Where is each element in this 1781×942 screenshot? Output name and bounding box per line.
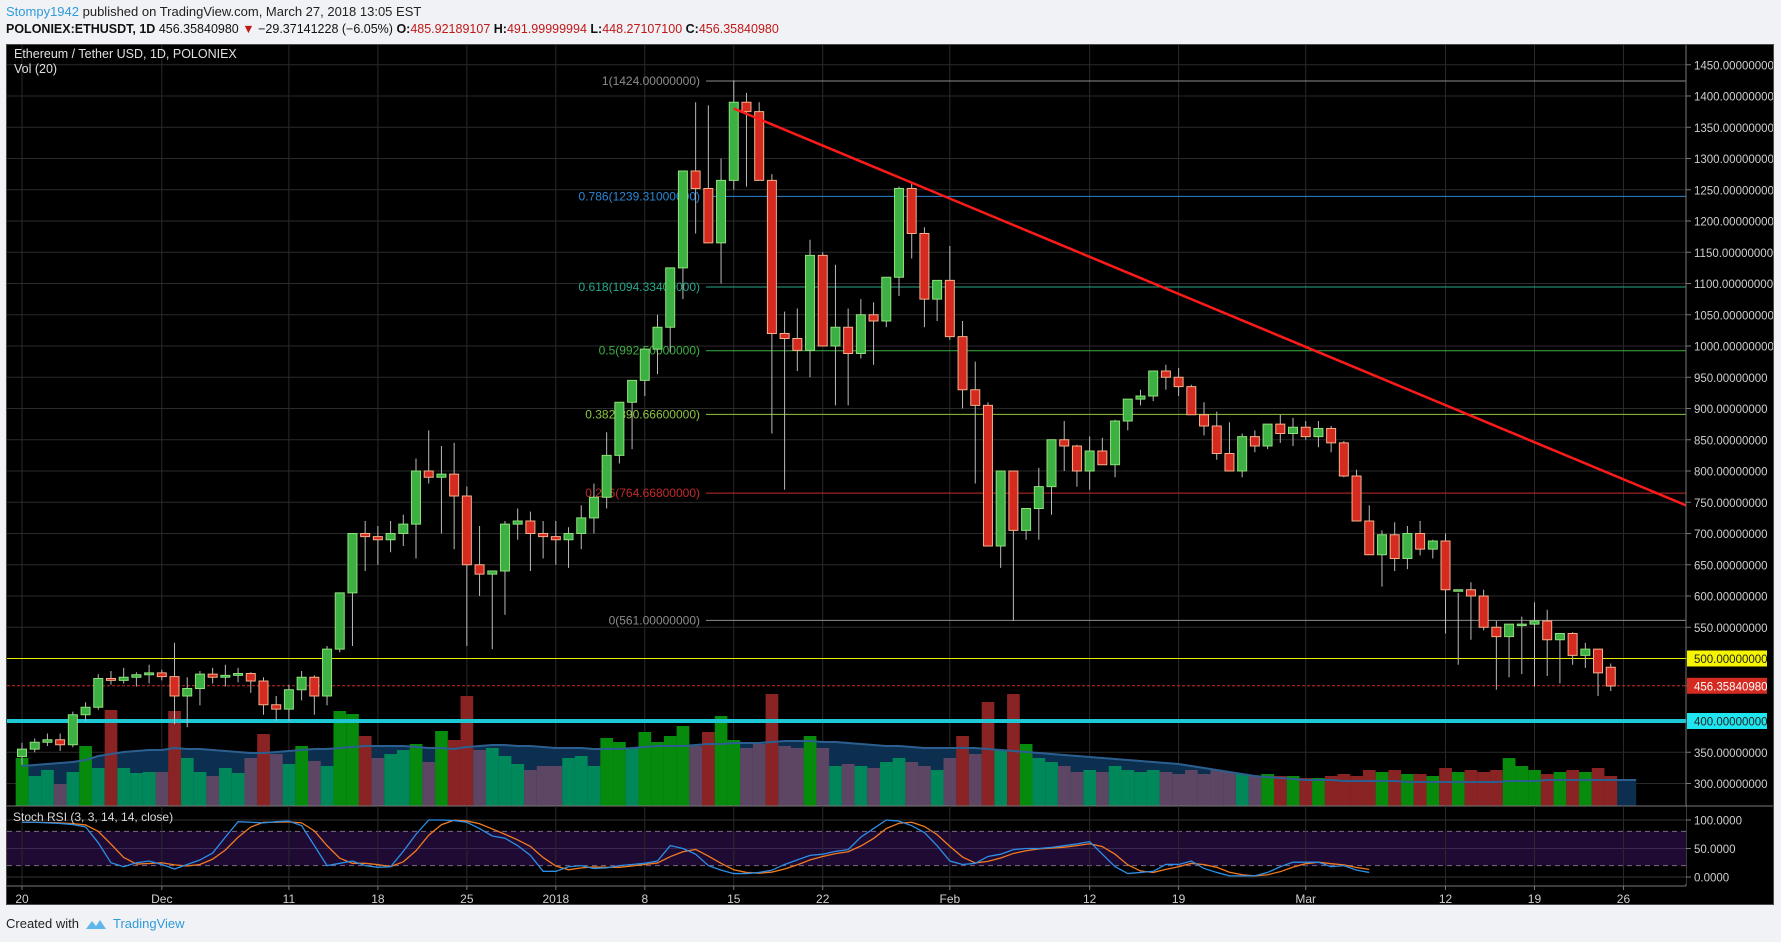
price-tick-label: 750.00000000 bbox=[1694, 498, 1768, 510]
symbol: POLONIEX:ETHUSDT, 1D bbox=[6, 22, 156, 36]
publisher-link[interactable]: Stompy1942 bbox=[6, 4, 79, 19]
tradingview-logo-icon bbox=[85, 919, 106, 929]
fib-level-label: 1(1424.00000000) bbox=[602, 74, 700, 88]
stoch-tick-label: 100.0000 bbox=[1694, 816, 1742, 828]
date-tick-label: Feb bbox=[939, 892, 960, 904]
date-tick-label: 25 bbox=[460, 892, 474, 904]
price-tick-label: 1000.00000000 bbox=[1694, 342, 1773, 354]
date-tick-label: 15 bbox=[727, 892, 741, 904]
close-value: 456.35840980 bbox=[698, 22, 779, 36]
candlesticks bbox=[17, 80, 1616, 765]
date-tick-label: 12 bbox=[1083, 892, 1097, 904]
fibonacci-retracement[interactable]: 1(1424.00000000) 0.786(1239.31000000) 0.61… bbox=[579, 74, 1686, 627]
volume-bars bbox=[15, 694, 1637, 806]
fib-level-label: 0(561.00000000) bbox=[609, 613, 700, 627]
open-value: 485.92189107 bbox=[410, 22, 491, 36]
date-tick-label: Mar bbox=[1295, 892, 1316, 904]
price-tick-label: 800.00000000 bbox=[1694, 467, 1768, 479]
high-value: 491.99999994 bbox=[506, 22, 587, 36]
price-tick-label: 950.00000000 bbox=[1694, 373, 1768, 385]
price-tick-label: 400.00000000 bbox=[1694, 717, 1768, 729]
low-value: 448.27107100 bbox=[602, 22, 683, 36]
date-tick-label: 19 bbox=[1172, 892, 1186, 904]
stoch-rsi-pane[interactable]: 100.0000 50.0000 0.0000 Stoch RSI (3, 3, 14… bbox=[7, 805, 1773, 886]
price-tick-label: 456.35840980 bbox=[1694, 681, 1768, 693]
price-tick-label: 850.00000000 bbox=[1694, 435, 1768, 447]
price-tick-label: 1200.00000000 bbox=[1694, 217, 1773, 229]
fib-level-label: 0.786(1239.31000000) bbox=[579, 189, 700, 203]
price-tick-label: 1050.00000000 bbox=[1694, 310, 1773, 322]
price-chart[interactable]: 1(1424.00000000) 0.786(1239.31000000) 0.61… bbox=[6, 44, 1774, 906]
price-tick-label: 350.00000000 bbox=[1694, 748, 1768, 760]
tradingview-link[interactable]: TradingView bbox=[112, 916, 185, 931]
created-with-text: Created with bbox=[6, 916, 79, 931]
price-tick-label: 600.00000000 bbox=[1694, 592, 1768, 604]
descending-trendline[interactable] bbox=[733, 107, 1687, 507]
price-tick-label: 1150.00000000 bbox=[1694, 248, 1773, 260]
publish-info: Stompy1942 published on TradingView.com,… bbox=[6, 4, 421, 19]
date-tick-label: 12 bbox=[1439, 892, 1453, 904]
down-arrow-icon: ▼ bbox=[242, 22, 255, 36]
price-tick-label: 1400.00000000 bbox=[1694, 92, 1773, 104]
date-tick-label: 20 bbox=[15, 892, 29, 904]
fib-level-label: 0.382(890.66600000) bbox=[585, 407, 700, 421]
published-text: published on TradingView.com, March 27, … bbox=[79, 4, 422, 19]
price-tick-label: 1100.00000000 bbox=[1694, 279, 1773, 291]
date-tick-label: 22 bbox=[816, 892, 830, 904]
price-tick-label: 700.00000000 bbox=[1694, 529, 1768, 541]
price-change: −29.37141228 (−6.05%) bbox=[258, 22, 393, 36]
price-tick-label: 1250.00000000 bbox=[1694, 185, 1773, 197]
stoch-rsi-legend: Stoch RSI (3, 3, 14, 14, close) bbox=[13, 810, 173, 824]
date-tick-label: Dec bbox=[151, 892, 172, 904]
stoch-tick-label: 0.0000 bbox=[1694, 873, 1729, 885]
price-tick-label: 1350.00000000 bbox=[1694, 123, 1773, 135]
date-tick-label: 2018 bbox=[542, 892, 569, 904]
symbol-info-bar: POLONIEX:ETHUSDT, 1D 456.35840980 ▼ −29.… bbox=[6, 22, 779, 36]
volume-legend: Vol (20) bbox=[14, 62, 57, 76]
price-tick-label: 900.00000000 bbox=[1694, 404, 1768, 416]
price-axis[interactable]: 1450.00000000 1400.00000000 1350.00000000 1… bbox=[1685, 45, 1774, 904]
symbol-legend: Ethereum / Tether USD, 1D, POLONIEX bbox=[14, 47, 237, 61]
fib-level-label: 0.618(1094.33400000) bbox=[579, 280, 700, 294]
stoch-tick-label: 50.0000 bbox=[1694, 844, 1736, 856]
time-axis[interactable]: 20 Dec 11 18 25 2018 8 15 22 Feb 12 19 Mar 12 19 26 bbox=[7, 884, 1687, 906]
date-tick-label: 18 bbox=[371, 892, 385, 904]
price-tick-label: 300.00000000 bbox=[1694, 779, 1768, 791]
date-tick-label: 11 bbox=[283, 892, 296, 904]
last-price: 456.35840980 bbox=[158, 22, 239, 36]
chart-canvas[interactable]: 1(1424.00000000) 0.786(1239.31000000) 0.61… bbox=[7, 45, 1774, 906]
price-tick-label: 1450.00000000 bbox=[1694, 60, 1773, 72]
fib-level-label: 0.236(764.66800000) bbox=[585, 486, 700, 500]
date-tick-label: 26 bbox=[1617, 892, 1631, 904]
stoch-k-line bbox=[22, 819, 1370, 877]
footer: Created with TradingView bbox=[6, 916, 185, 931]
date-tick-label: 8 bbox=[641, 892, 648, 904]
price-tick-label: 1300.00000000 bbox=[1694, 154, 1773, 166]
date-tick-label: 19 bbox=[1528, 892, 1542, 904]
price-tick-label: 500.00000000 bbox=[1694, 654, 1768, 666]
price-tick-label: 650.00000000 bbox=[1694, 560, 1768, 572]
price-tick-label: 550.00000000 bbox=[1694, 623, 1768, 635]
